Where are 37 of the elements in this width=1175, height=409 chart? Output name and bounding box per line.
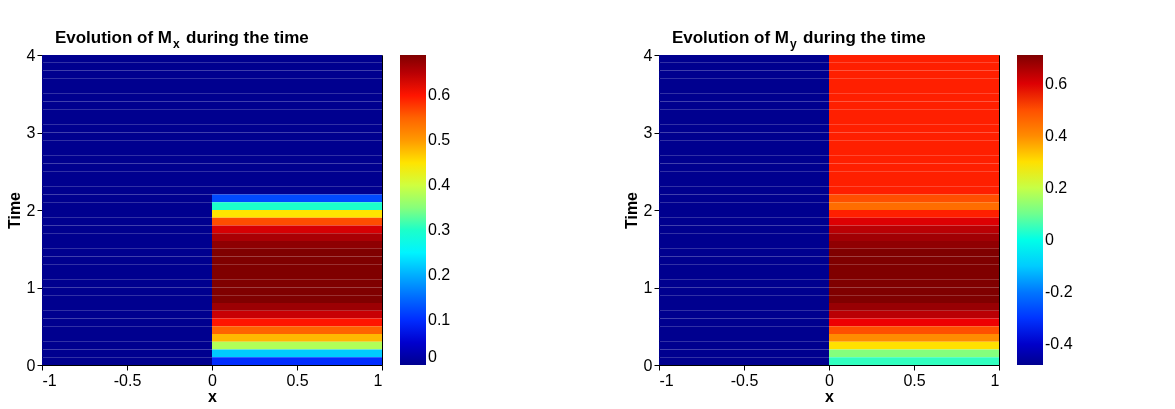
- x-axis-title: x: [208, 387, 218, 405]
- color-bar-label: 0.6: [1045, 74, 1068, 92]
- x-tick-label: 0: [825, 371, 835, 389]
- color-bar-label: 0.2: [428, 266, 451, 284]
- y-tick-label: 1: [643, 279, 653, 296]
- color-bar-label: -0.4: [1045, 335, 1073, 353]
- y-tick-label: 3: [643, 124, 653, 141]
- x-tick-label: -0.5: [730, 371, 759, 389]
- y-tick-label: 4: [26, 46, 36, 64]
- y-axis-title: Time: [622, 191, 640, 230]
- y-tick-label: 0: [643, 356, 653, 374]
- color-bar-label: 0.5: [428, 131, 451, 149]
- x-tick-label: 1: [373, 371, 383, 389]
- color-bar-label: 0.6: [428, 86, 451, 104]
- color-bar-label: 0.1: [428, 311, 451, 329]
- color-bar-label: 0.4: [428, 176, 451, 194]
- color-bar-label: 0: [1045, 230, 1054, 248]
- x-tick-label: -0.5: [113, 371, 142, 389]
- x-axis-title: x: [825, 387, 835, 405]
- x-tick-label: -1: [659, 371, 674, 389]
- y-tick-label: 0: [26, 356, 36, 374]
- y-tick-label: 2: [26, 201, 36, 219]
- color-bar-label: 0: [428, 348, 437, 365]
- y-axis-title: Time: [5, 191, 23, 230]
- color-bar-label: 0.2: [1045, 178, 1068, 196]
- color-bar-label: -0.2: [1045, 283, 1073, 301]
- y-tick-label: 3: [26, 124, 36, 141]
- x-tick-label: 0.5: [286, 371, 309, 389]
- y-tick-label: 1: [26, 279, 36, 296]
- x-tick-label: -1: [42, 371, 57, 389]
- x-tick-label: 0.5: [903, 371, 926, 389]
- y-tick-label: 4: [643, 46, 653, 64]
- x-tick-label: 1: [990, 371, 1000, 389]
- y-tick-label: 2: [643, 201, 653, 219]
- color-bar-label: 0.3: [428, 221, 451, 239]
- x-tick-label: 0: [208, 371, 218, 389]
- color-bar-label: 0.4: [1045, 126, 1068, 144]
